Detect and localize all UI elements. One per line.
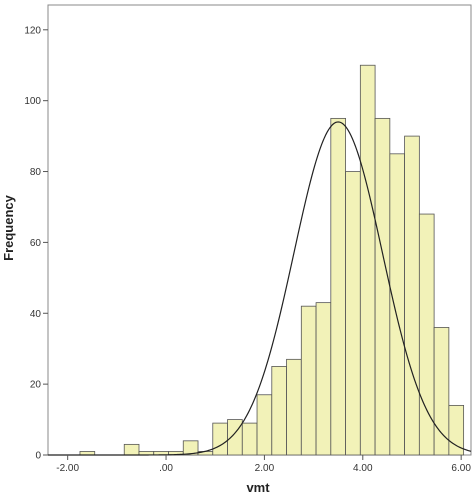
histogram-bar [256, 394, 273, 456]
histogram-bar [374, 117, 391, 456]
x-axis-label: vmt [246, 480, 270, 495]
histogram-bars [79, 64, 465, 456]
histogram-bar [286, 358, 302, 456]
histogram-bar [404, 135, 420, 456]
histogram-bar [212, 422, 228, 456]
histogram-bar [315, 302, 332, 456]
histogram-bar [241, 422, 258, 456]
histogram-bar [300, 305, 317, 456]
x-tick-label: .00 [159, 463, 173, 474]
histogram-bar [182, 440, 199, 456]
histogram-bar [123, 443, 140, 456]
y-axis: 0 20 40 60 80 100 120 [24, 25, 48, 462]
y-axis-label: Frequency [1, 194, 16, 261]
normal-curve [48, 121, 472, 456]
x-axis: -2.00 .00 2.00 4.00 6.00 [56, 455, 471, 474]
x-tick-label: 4.00 [353, 463, 373, 474]
x-tick-label: -2.00 [56, 463, 79, 474]
histogram-bar [345, 171, 361, 456]
y-tick-label: 100 [24, 96, 41, 107]
x-tick-label: 2.00 [255, 463, 275, 474]
y-tick-label: 20 [30, 380, 42, 391]
histogram-bar [271, 366, 287, 456]
y-tick-label: 60 [30, 238, 42, 249]
y-tick-label: 120 [24, 25, 41, 36]
histogram-bar [227, 419, 243, 456]
histogram-bar [330, 117, 346, 456]
y-tick-label: 80 [30, 167, 42, 178]
histogram-bar [389, 153, 405, 456]
y-tick-label: 0 [35, 451, 41, 462]
histogram-bar [359, 64, 376, 456]
x-tick-label: 6.00 [451, 463, 471, 474]
histogram-bar [433, 327, 450, 456]
y-tick-label: 40 [30, 309, 42, 320]
